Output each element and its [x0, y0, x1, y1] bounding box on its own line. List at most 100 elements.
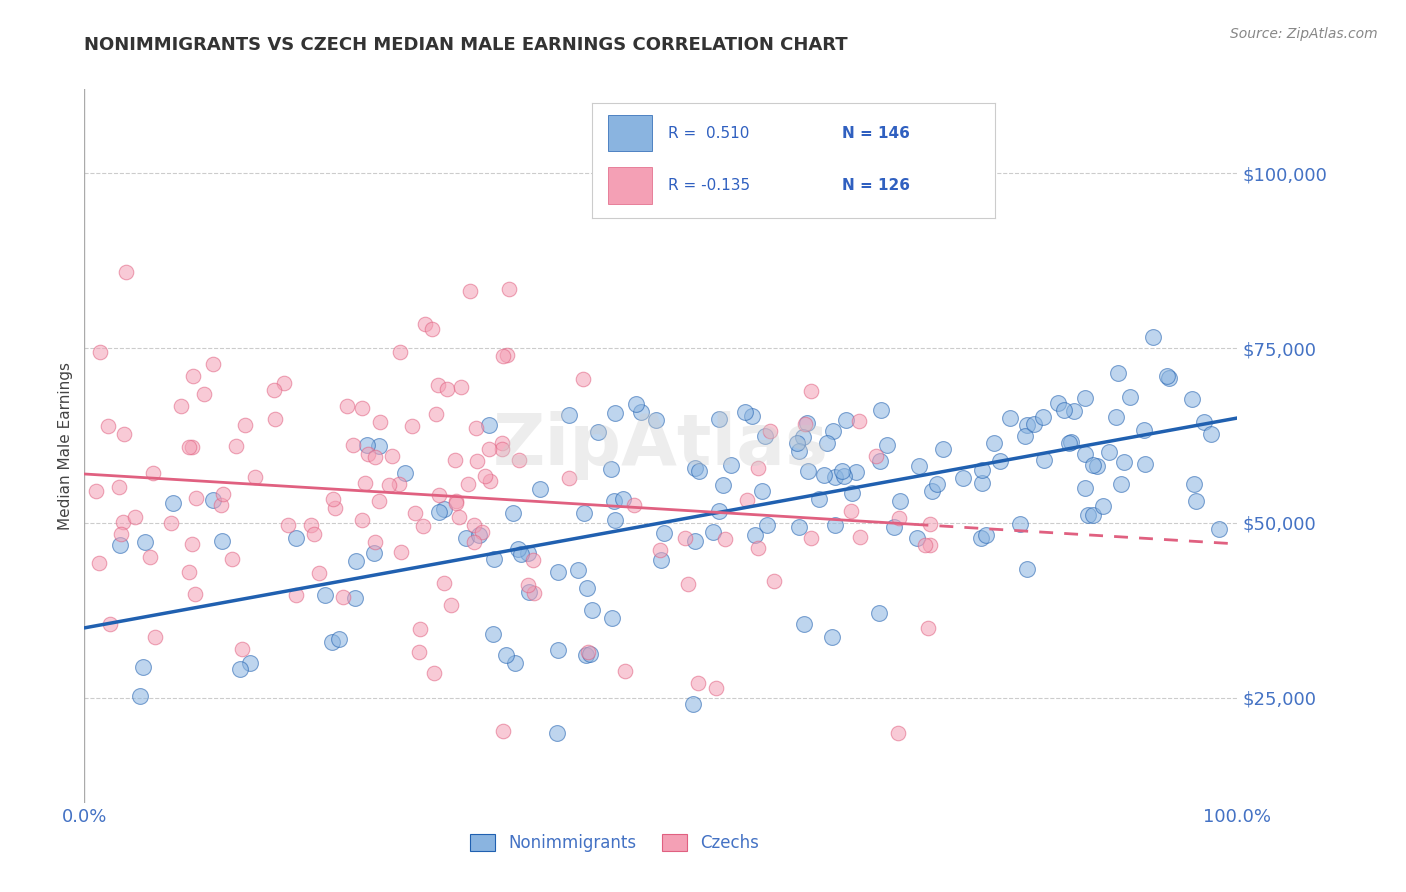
Point: [491, 442, 513, 456]
Point: [186, 491, 208, 505]
Point: [388, 345, 411, 359]
Point: [482, 626, 505, 640]
Point: [444, 494, 467, 508]
Point: [352, 512, 374, 526]
Point: [547, 643, 569, 657]
Point: [786, 436, 808, 450]
Point: [433, 501, 456, 516]
Point: [1112, 455, 1135, 469]
Point: [600, 462, 623, 476]
Point: [308, 566, 330, 581]
Point: [787, 519, 810, 533]
Point: [468, 528, 491, 542]
Point: [457, 477, 479, 491]
Point: [907, 459, 929, 474]
Point: [751, 484, 773, 499]
Point: [427, 488, 450, 502]
Point: [460, 284, 482, 298]
Point: [89, 345, 111, 359]
Point: [848, 414, 870, 428]
Point: [229, 662, 252, 676]
Point: [328, 632, 350, 646]
Point: [212, 487, 235, 501]
Point: [754, 429, 776, 443]
Point: [1015, 418, 1038, 433]
Point: [177, 565, 200, 579]
Point: [482, 551, 505, 566]
Point: [523, 586, 546, 600]
Point: [969, 531, 991, 545]
Point: [465, 421, 488, 435]
Point: [498, 282, 520, 296]
Point: [277, 518, 299, 533]
Point: [491, 436, 513, 450]
Point: [603, 406, 626, 420]
Point: [177, 440, 200, 454]
Point: [193, 386, 215, 401]
Point: [201, 357, 224, 371]
Point: [444, 496, 467, 510]
Point: [1199, 427, 1222, 442]
Point: [492, 350, 515, 364]
Point: [427, 505, 450, 519]
Point: [1014, 429, 1036, 443]
Point: [1008, 516, 1031, 531]
Point: [342, 438, 364, 452]
Point: [787, 443, 810, 458]
Y-axis label: Median Male Earnings: Median Male Earnings: [58, 362, 73, 530]
Point: [412, 519, 434, 533]
Point: [1022, 417, 1045, 431]
Point: [737, 493, 759, 508]
Point: [741, 409, 763, 424]
Point: [1105, 410, 1128, 425]
Point: [1046, 396, 1069, 410]
Point: [970, 463, 993, 477]
Point: [673, 531, 696, 545]
Point: [1181, 392, 1204, 406]
Point: [624, 397, 647, 411]
Point: [344, 591, 367, 606]
Point: [381, 450, 404, 464]
Point: [813, 467, 835, 482]
Point: [408, 645, 430, 659]
Point: [357, 447, 380, 461]
Point: [755, 518, 778, 533]
Point: [364, 535, 387, 549]
Point: [1085, 458, 1108, 473]
Point: [225, 439, 247, 453]
Point: [869, 403, 891, 417]
Point: [630, 405, 652, 419]
Point: [918, 538, 941, 552]
Point: [344, 554, 367, 568]
Point: [516, 578, 538, 592]
Point: [139, 550, 162, 565]
Point: [1032, 452, 1054, 467]
Point: [865, 449, 887, 463]
Point: [547, 566, 569, 580]
Point: [800, 531, 823, 545]
Point: [496, 348, 519, 362]
Point: [89, 557, 111, 571]
Point: [508, 541, 530, 556]
Point: [1060, 434, 1083, 449]
Point: [425, 407, 447, 421]
Point: [747, 541, 769, 555]
Point: [796, 416, 818, 430]
Point: [273, 376, 295, 390]
Point: [1108, 367, 1130, 381]
Legend: Nonimmigrants, Czechs: Nonimmigrants, Czechs: [464, 827, 766, 859]
Point: [463, 518, 485, 533]
Point: [688, 464, 710, 478]
Point: [221, 552, 243, 566]
Point: [1092, 499, 1115, 513]
Point: [323, 501, 346, 516]
Point: [181, 537, 204, 551]
Point: [114, 265, 136, 279]
Point: [211, 533, 233, 548]
Point: [623, 499, 645, 513]
Point: [1032, 410, 1054, 425]
Point: [720, 458, 742, 473]
Point: [285, 531, 308, 545]
Point: [465, 454, 488, 468]
Point: [1182, 477, 1205, 491]
